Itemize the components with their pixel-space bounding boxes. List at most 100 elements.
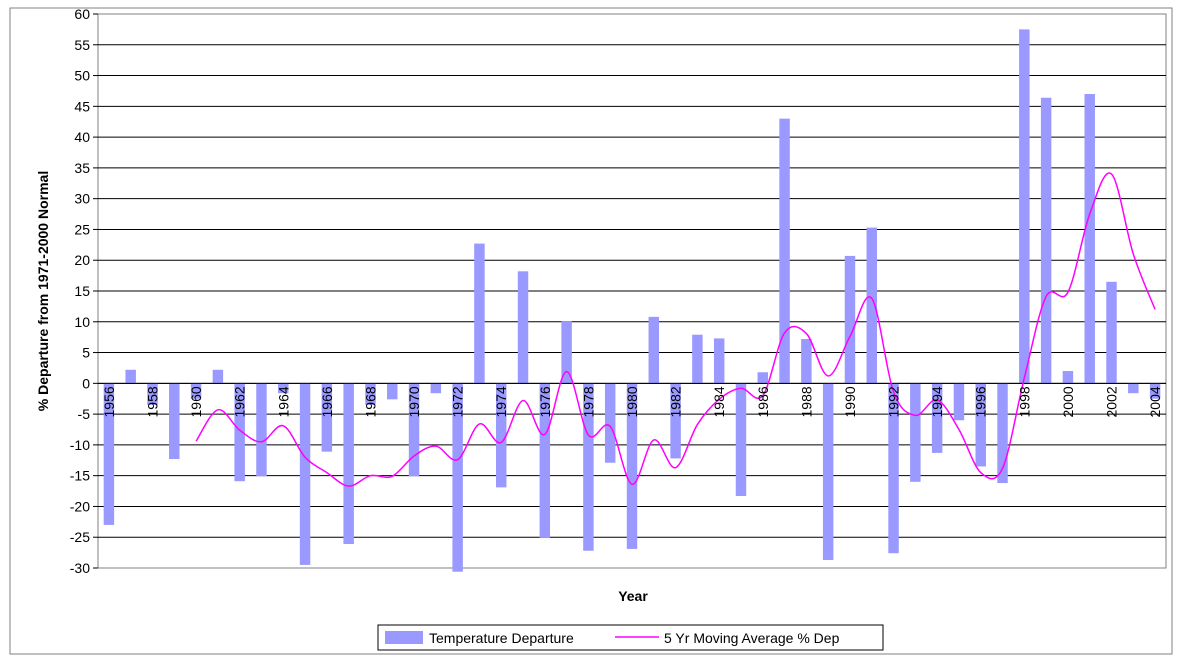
bar-1985: [735, 383, 747, 496]
y-tick-label: 55: [74, 37, 90, 53]
legend-swatch-bar: [385, 631, 423, 644]
bar-1987: [779, 118, 790, 384]
y-tick-label: 0: [82, 375, 90, 391]
x-tick-label-1968: 1968: [362, 386, 378, 417]
y-tick-label: -25: [70, 529, 90, 545]
bar-1999: [1040, 97, 1052, 384]
bar-1973: [474, 243, 485, 384]
bar-1959: [169, 383, 180, 460]
y-tick-label: 40: [74, 129, 90, 145]
bar-1990: [844, 255, 856, 384]
bar-1989: [822, 383, 834, 560]
bar-1981: [648, 316, 660, 384]
bar-1993: [910, 383, 921, 482]
x-tick-label-1972: 1972: [450, 386, 466, 417]
bar-1980: [626, 383, 638, 549]
x-tick-label-1992: 1992: [886, 386, 902, 417]
bar-2003: [1128, 383, 1139, 394]
bar-2000: [1062, 371, 1074, 384]
y-tick-label: -10: [70, 437, 90, 453]
y-tick-label: 25: [74, 221, 90, 237]
x-tick-label-2002: 2002: [1104, 386, 1120, 417]
x-tick-label-1984: 1984: [711, 386, 727, 417]
x-tick-label-1966: 1966: [319, 386, 335, 417]
y-tick-labels: -30 -25 -20 -15 -10 -5 0 5 10 15 20 25 30 35 40 45 50 55 6…: [70, 6, 90, 576]
bar-1957: [125, 369, 136, 384]
x-tick-label-1982: 1982: [668, 386, 684, 417]
x-tick-label-1980: 1980: [624, 386, 640, 417]
bar-1995: [953, 383, 965, 421]
bar-1983: [692, 334, 703, 384]
bar-1997: [997, 383, 1008, 484]
bar-1998: [1019, 29, 1030, 384]
moving-average-line: [195, 172, 1156, 487]
x-tick-label-1962: 1962: [232, 386, 248, 417]
bar-1963: [256, 383, 267, 477]
x-tick-label-1974: 1974: [493, 386, 509, 417]
bar-1982: [670, 383, 681, 459]
bar-1961: [212, 369, 224, 384]
x-tick-labels: 1956 1958 1960 1962 1964 1966 1968 1970 1972 1974…: [101, 386, 1163, 417]
x-tick-label-1958: 1958: [144, 386, 160, 417]
bar-2004: [1149, 383, 1161, 399]
y-tick-label: 15: [74, 283, 90, 299]
legend-box: [377, 624, 884, 651]
y-tick-label: 50: [74, 68, 90, 84]
bar-1986: [757, 372, 768, 384]
y-tick-label: -20: [70, 498, 90, 514]
bar-1979: [604, 383, 616, 463]
x-tick-label-1956: 1956: [101, 386, 117, 417]
bar-1958: [147, 383, 158, 405]
y-tick-label: 45: [74, 98, 90, 114]
bar-1972: [452, 383, 463, 572]
bar-1970: [408, 383, 420, 477]
bar-1969: [387, 383, 398, 400]
y-tick-label: -30: [70, 560, 90, 576]
bar-1976: [539, 383, 551, 538]
bar-1966: [321, 383, 333, 452]
bar-1994: [931, 383, 943, 453]
y-tick-label: -5: [78, 406, 91, 422]
bar-1974: [495, 383, 507, 488]
y-tick-label: 30: [74, 191, 90, 207]
x-tick-label-1996: 1996: [973, 386, 989, 417]
y-tick-label: -15: [70, 468, 90, 484]
bar-1996: [975, 383, 986, 467]
x-tick-label-1970: 1970: [406, 386, 422, 417]
x-tick-label-1990: 1990: [842, 386, 858, 417]
bar-1956: [103, 383, 115, 525]
x-tick-label-2000: 2000: [1060, 386, 1076, 417]
y-tick-label: 5: [82, 345, 90, 361]
line-series: [195, 172, 1156, 487]
x-tick-label-1994: 1994: [929, 386, 945, 417]
bar-1965: [299, 383, 311, 565]
bar-1991: [866, 227, 877, 384]
bar-2001: [1084, 94, 1095, 384]
x-tick-label-1976: 1976: [537, 386, 553, 417]
y-tick-label: 60: [74, 6, 90, 22]
bar-1988: [801, 339, 812, 384]
x-tick-label-1960: 1960: [188, 386, 204, 417]
y-axis-title: % Departure from 1971-2000 Normal: [35, 171, 51, 411]
bar-1984: [713, 338, 725, 384]
bar-1960: [190, 383, 202, 399]
bar-1977: [561, 321, 572, 384]
bar-1964: [278, 383, 289, 394]
y-tick-label: 20: [74, 252, 90, 268]
y-tick-label: 10: [74, 314, 90, 330]
bar-1992: [888, 383, 899, 554]
x-tick-label-1988: 1988: [798, 386, 814, 417]
x-axis-title: Year: [618, 588, 648, 604]
legend-label-bar: Temperature Departure: [429, 630, 574, 646]
x-tick-label-2004: 2004: [1147, 386, 1163, 417]
bar-1968: [365, 383, 376, 405]
x-tick-label-1978: 1978: [580, 386, 596, 417]
x-tick-label-1964: 1964: [275, 386, 291, 417]
bar-1975: [517, 271, 529, 384]
x-tick-label-1986: 1986: [755, 386, 771, 417]
bar-1967: [343, 383, 354, 544]
legend-label-line: 5 Yr Moving Average % Dep: [664, 630, 840, 646]
legend: Temperature Departure 5 Yr Moving Averag…: [377, 624, 884, 651]
